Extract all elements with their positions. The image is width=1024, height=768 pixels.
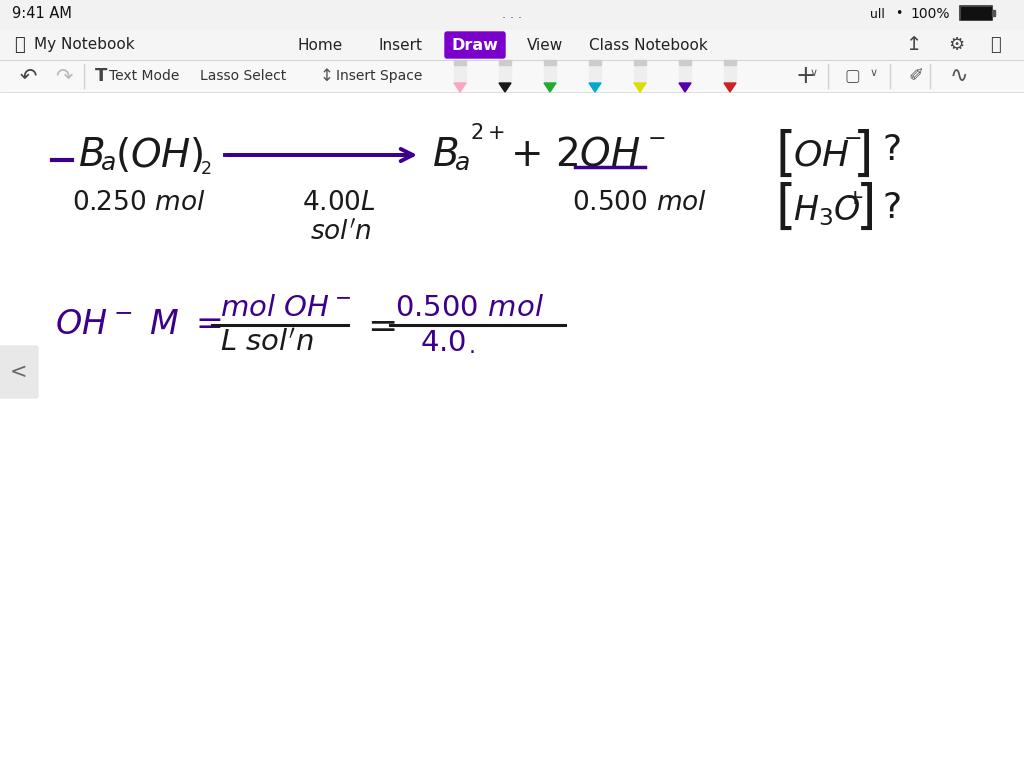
Text: $-$: $-$ — [647, 127, 666, 147]
Text: Text Mode: Text Mode — [109, 69, 179, 83]
Bar — [679, 65, 691, 83]
Bar — [634, 65, 646, 83]
Bar — [724, 60, 736, 65]
Bar — [961, 7, 991, 19]
Text: ∨: ∨ — [870, 68, 879, 78]
Text: $-$: $-$ — [843, 127, 861, 147]
Bar — [961, 6, 992, 20]
Text: ⌕: ⌕ — [14, 36, 25, 54]
Text: Home: Home — [297, 38, 343, 52]
Text: $sol'n$: $sol'n$ — [310, 220, 372, 246]
Text: ↶: ↶ — [20, 66, 38, 86]
Bar — [724, 65, 736, 83]
Polygon shape — [634, 83, 646, 92]
Bar — [454, 65, 466, 83]
Text: $+$: $+$ — [845, 188, 863, 208]
Bar — [0, 30, 1024, 60]
Text: Class Notebook: Class Notebook — [589, 38, 708, 52]
Text: $=$: $=$ — [360, 308, 395, 342]
Bar — [544, 65, 556, 83]
Text: $]$: $]$ — [852, 129, 870, 181]
Text: Draw: Draw — [452, 38, 499, 52]
Bar — [544, 60, 556, 65]
Text: $4.0$: $4.0$ — [420, 329, 466, 357]
Text: Insert: Insert — [378, 38, 422, 52]
Text: $+\ 2OH$: $+\ 2OH$ — [510, 136, 641, 174]
Text: $_2$: $_2$ — [200, 153, 212, 177]
Text: Insert Space: Insert Space — [336, 69, 422, 83]
Text: ↷: ↷ — [55, 66, 73, 86]
Text: $0.500\ mol$: $0.500\ mol$ — [395, 294, 544, 322]
Text: ▢: ▢ — [845, 67, 861, 85]
Text: ↥: ↥ — [905, 35, 922, 55]
Text: ⚙: ⚙ — [948, 36, 965, 54]
Bar — [0, 346, 38, 398]
FancyBboxPatch shape — [0, 346, 38, 398]
Bar — [992, 10, 995, 16]
Text: $[$: $[$ — [775, 129, 793, 181]
Text: $mol\ OH^-$: $mol\ OH^-$ — [220, 294, 351, 322]
Bar — [0, 0, 1024, 30]
Text: ∿: ∿ — [950, 66, 969, 86]
Text: <: < — [10, 362, 28, 382]
Text: 100%: 100% — [910, 7, 949, 21]
Text: $?$: $?$ — [882, 133, 901, 167]
Bar — [679, 60, 691, 65]
Text: View: View — [527, 38, 563, 52]
Bar — [0, 60, 1024, 92]
Text: $L\ sol'n$: $L\ sol'n$ — [220, 329, 313, 357]
Text: ↕: ↕ — [319, 67, 334, 85]
Text: 9:41 AM: 9:41 AM — [12, 6, 72, 22]
Polygon shape — [454, 83, 466, 92]
Text: $0.500\ mol$: $0.500\ mol$ — [572, 190, 708, 216]
Text: $?$: $?$ — [882, 191, 901, 225]
Polygon shape — [724, 83, 736, 92]
Text: $H_3O$: $H_3O$ — [793, 194, 861, 228]
Bar — [634, 60, 646, 65]
Text: $4.00L$: $4.00L$ — [302, 190, 376, 216]
Bar — [454, 60, 466, 65]
Text: My Notebook: My Notebook — [34, 38, 134, 52]
Text: $2+$: $2+$ — [470, 123, 505, 143]
Text: +: + — [795, 64, 815, 88]
Text: $OH^-\ M\ =$: $OH^-\ M\ =$ — [55, 309, 222, 342]
Text: $a$: $a$ — [454, 151, 470, 175]
Text: $B$: $B$ — [432, 136, 459, 174]
Text: ⤢: ⤢ — [990, 36, 1000, 54]
Text: $a$: $a$ — [100, 151, 116, 175]
Bar — [589, 65, 601, 83]
Text: $.$: $.$ — [468, 337, 475, 357]
Text: $OH$: $OH$ — [793, 138, 850, 172]
Bar — [0, 92, 1024, 768]
Text: •: • — [895, 8, 902, 21]
Text: $(OH)$: $(OH)$ — [115, 135, 204, 174]
Bar — [499, 65, 511, 83]
Text: $]$: $]$ — [855, 182, 873, 234]
Text: ∨: ∨ — [810, 68, 818, 78]
Bar — [589, 60, 601, 65]
Text: $B$: $B$ — [78, 136, 104, 174]
Text: . . .: . . . — [502, 8, 522, 21]
Bar — [499, 60, 511, 65]
FancyBboxPatch shape — [445, 32, 505, 58]
Text: ✐: ✐ — [908, 67, 923, 85]
Polygon shape — [544, 83, 556, 92]
Text: T: T — [95, 67, 108, 85]
Polygon shape — [679, 83, 691, 92]
Text: $[$: $[$ — [775, 182, 793, 234]
Text: ull: ull — [870, 8, 885, 21]
Text: Lasso Select: Lasso Select — [200, 69, 287, 83]
Polygon shape — [499, 83, 511, 92]
Polygon shape — [589, 83, 601, 92]
Text: $0.250\ mol$: $0.250\ mol$ — [72, 190, 206, 216]
